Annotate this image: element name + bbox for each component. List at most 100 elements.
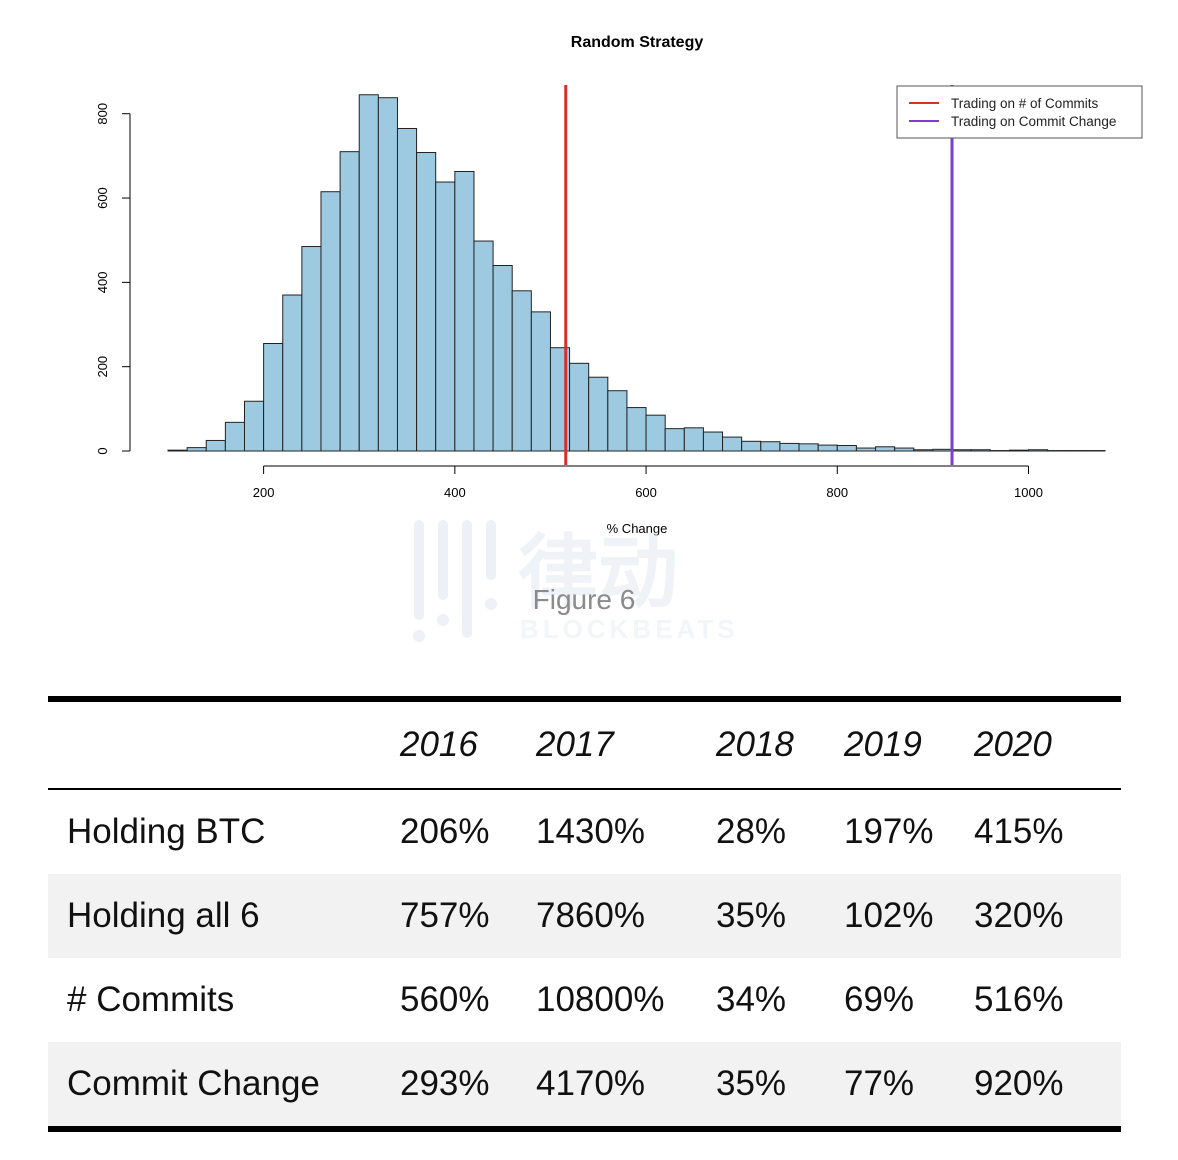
histogram-bar: [951, 449, 972, 452]
table-cell: 1430%: [536, 812, 645, 851]
histogram-bar: [492, 265, 513, 452]
table-cell: 34%: [716, 980, 787, 1019]
histogram-bar: [263, 342, 284, 452]
histogram-bar: [894, 447, 915, 452]
table-cell: 28%: [716, 812, 787, 851]
x-tick-label: 800: [826, 485, 848, 500]
histogram-bar: [301, 246, 322, 452]
reference-lines: [564, 85, 954, 465]
histogram-bar: [243, 400, 265, 452]
table-cell: 77%: [844, 1042, 974, 1129]
histogram-chart: Random Strategy 200 400 600 800 1000 0 200 400…: [0, 0, 1178, 560]
row-label: Holding all 6: [48, 874, 400, 958]
histogram-bar: [511, 290, 532, 452]
table-header-year: 2017: [536, 699, 716, 790]
table-cell: 560%: [400, 980, 490, 1019]
table-header-empty: [48, 699, 400, 790]
histogram-bar: [626, 407, 647, 452]
y-tick-label: 0: [95, 447, 110, 454]
x-tick-label: 1000: [1014, 485, 1043, 500]
table-row: Holding all 6 757% 7860% 35% 102% 320%: [48, 874, 1121, 958]
histogram-bar: [798, 443, 819, 452]
histogram-bar: [817, 444, 838, 452]
histogram-bar: [396, 127, 418, 452]
histogram-bar: [167, 449, 188, 452]
x-tick-label: 600: [635, 485, 657, 500]
table-cell: 757%: [400, 874, 536, 958]
histogram-bar: [645, 414, 666, 452]
histogram-bar: [855, 447, 877, 452]
table-header-year: 2016: [400, 699, 536, 790]
histogram-bar: [454, 170, 475, 452]
histogram-bar: [760, 441, 781, 452]
histogram-bar: [875, 446, 896, 452]
x-tick-label: 200: [253, 485, 275, 500]
histogram-bars: [167, 94, 1106, 452]
results-table: 2016 2017 2018 2019 2020 Holding BTC 206…: [48, 696, 1121, 1132]
table-cell: 4170%: [536, 1042, 716, 1129]
y-tick-label: 200: [95, 356, 110, 378]
legend: Trading on # of Commits Trading on Commit…: [896, 85, 1143, 139]
table-cell: 7860%: [536, 874, 716, 958]
table-cell: 10800%: [536, 980, 665, 1019]
histogram-bar: [205, 439, 226, 452]
x-axis: 200 400 600 800 1000: [253, 465, 1043, 500]
histogram-bar: [702, 431, 724, 452]
table-row: Holding BTC 206% 1430% 28% 197% 415%: [48, 789, 1121, 874]
table-cell: 920%: [974, 1042, 1121, 1129]
histogram-bar: [741, 440, 762, 452]
watermark-brand: BLOCKBEATS: [520, 614, 739, 644]
histogram-bar: [970, 449, 991, 452]
histogram-bar: [358, 94, 379, 452]
table-cell: 35%: [716, 1042, 844, 1129]
table-cell: 320%: [974, 874, 1121, 958]
histogram-bar: [377, 97, 398, 452]
x-tick-label: 400: [444, 485, 466, 500]
table-cell: 293%: [400, 1042, 536, 1129]
histogram-bar: [722, 436, 743, 452]
legend-label: Trading on Commit Change: [951, 114, 1116, 129]
histogram-bar: [282, 294, 303, 452]
y-tick-label: 400: [95, 272, 110, 294]
histogram-bar: [435, 181, 456, 452]
histogram-bar: [224, 421, 245, 452]
histogram-bar: [186, 447, 207, 452]
table-row: # Commits 560% 10800% 34% 69% 516%: [48, 958, 1121, 1042]
row-label: # Commits: [67, 980, 235, 1019]
table-cell: 415%: [974, 812, 1064, 851]
histogram-bar: [607, 390, 628, 452]
histogram-bar: [932, 448, 953, 452]
histogram-bar: [1028, 449, 1049, 452]
histogram-bar: [836, 445, 857, 452]
row-label: Commit Change: [48, 1042, 400, 1129]
histogram-bar: [1008, 449, 1030, 452]
table-header-year: 2018: [716, 699, 844, 790]
histogram-bar: [588, 376, 609, 452]
table-cell: 197%: [844, 812, 934, 851]
histogram-bar: [416, 152, 437, 452]
row-label: Holding BTC: [67, 812, 266, 851]
histogram-bar: [473, 240, 494, 452]
table-cell: 206%: [400, 812, 490, 851]
table-cell: 102%: [844, 874, 974, 958]
histogram-bar: [339, 151, 360, 452]
legend-label: Trading on # of Commits: [951, 96, 1099, 111]
y-axis: 0 200 400 600 800: [95, 103, 131, 455]
table-cell: 35%: [716, 874, 844, 958]
table-header-row: 2016 2017 2018 2019 2020: [48, 699, 1121, 790]
y-tick-label: 600: [95, 187, 110, 209]
histogram-bar: [913, 449, 934, 452]
histogram-bar: [569, 362, 590, 452]
histogram-svg: Random Strategy 200 400 600 800 1000 0 200 400…: [95, 34, 1143, 536]
histogram-bar: [664, 428, 685, 452]
histogram-bar: [320, 191, 341, 452]
histogram-bar: [683, 427, 704, 452]
histogram-bar: [530, 311, 551, 452]
chart-title: Random Strategy: [571, 34, 704, 51]
legend-box: [896, 85, 1143, 139]
table-header-year: 2019: [844, 699, 974, 790]
histogram-bar: [779, 442, 800, 452]
figure-caption: Figure 6: [532, 584, 636, 615]
x-axis-label: % Change: [607, 521, 668, 536]
table-header-year: 2020: [974, 699, 1121, 790]
